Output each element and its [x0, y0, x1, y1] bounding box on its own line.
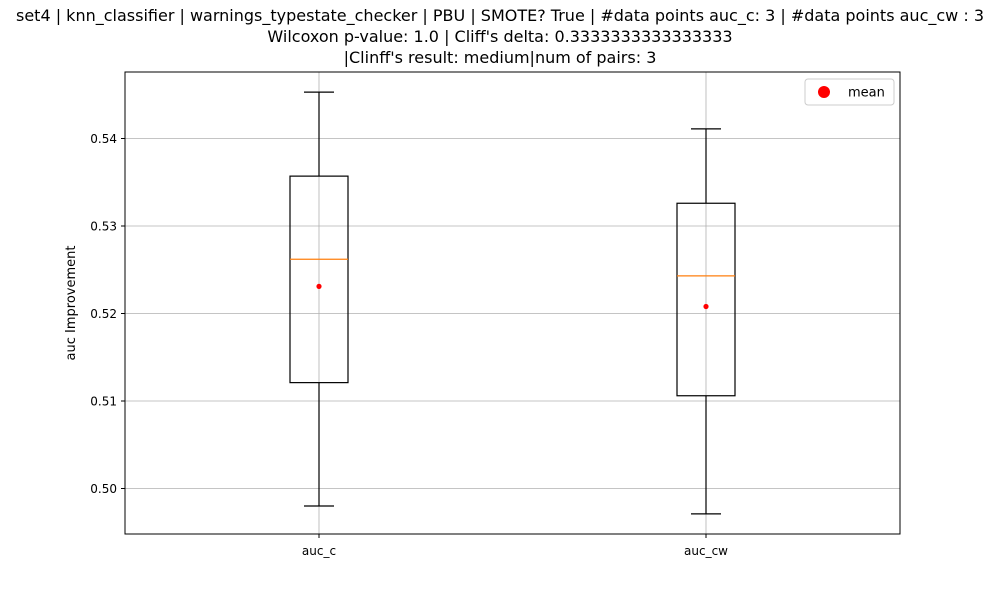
- legend: mean: [804, 78, 895, 106]
- y-tick-label: 0.50: [90, 482, 117, 496]
- y-tick-label: 0.52: [90, 307, 117, 321]
- y-axis-label: auc Improvement: [64, 246, 79, 361]
- legend-frame: [804, 78, 895, 106]
- y-tick-label: 0.53: [90, 220, 117, 234]
- iqr-box: [289, 175, 349, 384]
- legend-label: mean: [848, 86, 885, 101]
- chart-title-line-3: |Clinff's result: medium|num of pairs: 3: [343, 48, 657, 67]
- grid-lines: [125, 72, 900, 534]
- mean-marker: [703, 303, 709, 310]
- plot-area-frame: [124, 71, 901, 535]
- legend-mean-marker: [818, 86, 830, 98]
- chart-title-line-1: set4 | knn_classifier | warnings_typesta…: [15, 6, 984, 25]
- box-auc_c: [289, 91, 349, 507]
- iqr-box: [676, 202, 736, 397]
- x-tick-label: auc_cw: [684, 544, 728, 558]
- axes: 0.50 0.51 0.52 0.53 0.54 auc_c auc_cw: [90, 132, 728, 558]
- y-tick-label: 0.54: [90, 132, 117, 146]
- x-tick-label: auc_c: [302, 544, 336, 558]
- box-series: [289, 91, 736, 515]
- box-auc_cw: [676, 128, 736, 515]
- y-tick-label: 0.51: [90, 395, 117, 409]
- mean-marker: [316, 283, 322, 289]
- chart-title-line-2: Wilcoxon p-value: 1.0 | Cliff's delta: 0…: [267, 27, 733, 46]
